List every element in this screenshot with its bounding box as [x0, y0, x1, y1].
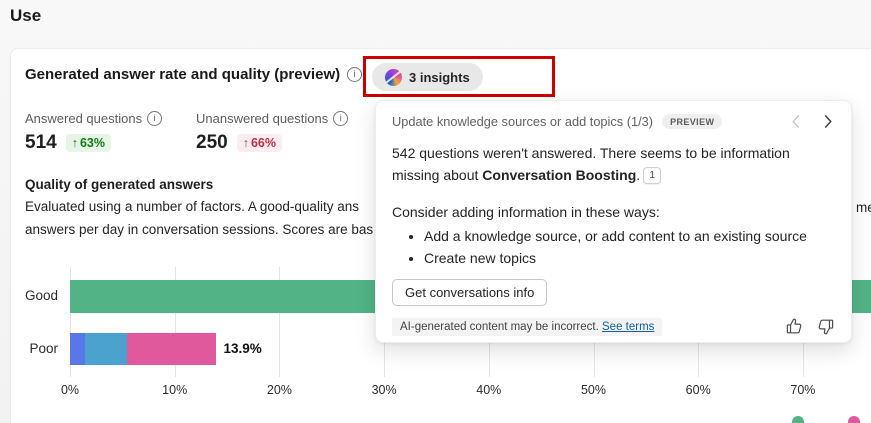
category-label: Poor: [29, 341, 58, 356]
stat-label: Answered questions: [25, 111, 143, 126]
suggestion-item: Create new topics: [424, 247, 835, 269]
arrow-up-icon: ↑: [71, 136, 78, 150]
x-axis-tick-label: 10%: [162, 383, 188, 397]
legend-dot: [792, 416, 804, 423]
description-line-2: answers per day in conversation sessions…: [25, 222, 374, 237]
stat-value: 514: [25, 132, 57, 153]
insights-button-label: 3 insights: [409, 69, 470, 85]
popup-footer: AI-generated content may be incorrect. S…: [392, 317, 835, 336]
insight-body: 542 questions weren't answered. There se…: [392, 145, 790, 184]
card-title: Generated answer rate and quality (previ…: [25, 66, 341, 83]
x-axis-tick-label: 0%: [60, 383, 80, 397]
x-axis-tick-label: 20%: [266, 383, 292, 397]
bar-poor-poor-segment-3: [126, 333, 216, 365]
legend-dot: [848, 416, 860, 423]
stat-label: Unanswered questions: [196, 111, 329, 126]
page-title: Use: [10, 6, 42, 25]
preview-badge: PREVIEW: [662, 114, 723, 129]
consider-text: Consider adding information in these way…: [392, 204, 660, 220]
bar-value-label: 13.9%: [223, 341, 262, 356]
chart-gridline: [70, 267, 71, 377]
stat-value: 250: [196, 132, 228, 153]
description-line-1: Evaluated using a number of factors. A g…: [25, 199, 359, 214]
info-icon[interactable]: [333, 111, 349, 126]
x-axis-tick-label: 50%: [580, 383, 607, 397]
insights-button[interactable]: 3 insights: [372, 63, 483, 91]
x-axis-tick-label: 30%: [371, 383, 397, 397]
thumbs-down-icon[interactable]: [816, 317, 835, 336]
stat-answered-questions: Answered questions 514 ↑63%: [25, 111, 196, 154]
copilot-icon: [385, 68, 402, 86]
quality-heading: Quality of generated answers: [25, 177, 214, 192]
bar-poor-poor-segment-1: [70, 333, 85, 365]
delta-value: 66%: [250, 136, 276, 150]
thumbs-up-icon[interactable]: [785, 317, 804, 336]
get-conversations-info-button[interactable]: Get conversations info: [392, 279, 548, 306]
info-icon[interactable]: [147, 111, 163, 126]
chart-gridline: [174, 267, 176, 377]
description-line-1-tail: me: [856, 200, 871, 215]
stat-unanswered-questions: Unanswered questions 250 ↑66%: [196, 111, 367, 154]
insight-body-text: 542 questions weren't answered. There se…: [392, 145, 790, 183]
category-label: Good: [24, 288, 58, 303]
see-terms-link[interactable]: See terms: [602, 320, 655, 333]
stats-row: Answered questions 514 ↑63% Unanswered q…: [25, 111, 367, 154]
insight-popup-header: Update knowledge sources or add topics (…: [392, 114, 835, 129]
chevron-left-icon[interactable]: [789, 114, 804, 129]
insight-popup: Update knowledge sources or add topics (…: [375, 100, 852, 343]
delta-value: 63%: [79, 136, 105, 150]
insight-body-bold: Conversation Boosting: [482, 167, 637, 183]
x-axis-tick-label: 70%: [790, 383, 816, 397]
ai-disclaimer: AI-generated content may be incorrect. S…: [392, 317, 663, 336]
x-axis-tick-label: 60%: [685, 383, 711, 397]
insight-title: Update knowledge sources or add topics (…: [392, 114, 654, 129]
chart-gridline: [279, 267, 281, 377]
arrow-up-icon: ↑: [242, 136, 249, 150]
x-axis-tick-label: 40%: [476, 383, 502, 397]
info-icon[interactable]: [347, 67, 363, 82]
delta-badge-negative: ↑ 66%: [236, 134, 282, 152]
citation-badge[interactable]: 1: [643, 167, 662, 184]
suggestion-list: Add a knowledge source, or add content t…: [392, 225, 835, 269]
card-title-row: Generated answer rate and quality (previ…: [25, 66, 363, 83]
suggestion-item: Add a knowledge source, or add content t…: [424, 225, 835, 247]
chevron-right-icon[interactable]: [820, 114, 835, 129]
bar-poor-poor-segment-2: [84, 333, 127, 365]
delta-badge-positive: ↑ 63%: [65, 134, 111, 152]
